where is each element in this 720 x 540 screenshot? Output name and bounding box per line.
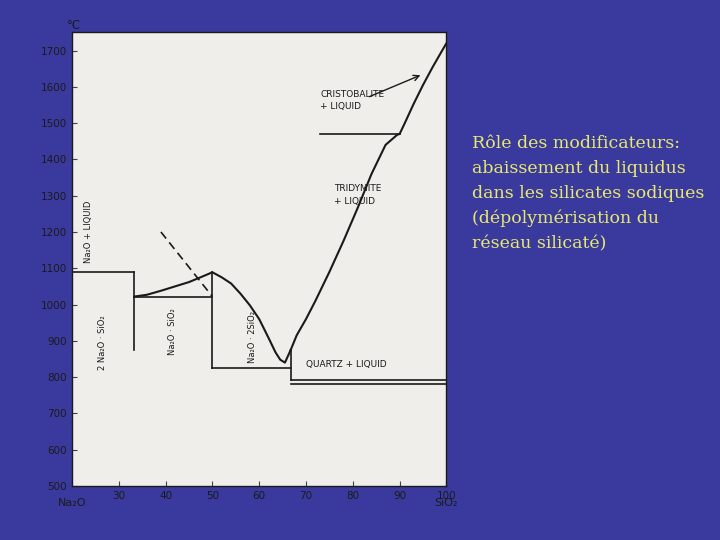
Text: Na₂O + LIQUID: Na₂O + LIQUID bbox=[84, 201, 93, 263]
Text: TRIDYMITE: TRIDYMITE bbox=[334, 184, 382, 193]
Text: + LIQUID: + LIQUID bbox=[320, 102, 361, 111]
Text: °C: °C bbox=[67, 19, 81, 32]
Text: SiO₂: SiO₂ bbox=[435, 498, 458, 508]
Text: Na₂O · 2SiO₂: Na₂O · 2SiO₂ bbox=[248, 310, 257, 363]
Text: 2 Na₂O · SiO₂: 2 Na₂O · SiO₂ bbox=[98, 315, 107, 370]
Text: QUARTZ + LIQUID: QUARTZ + LIQUID bbox=[306, 360, 387, 369]
Text: Na₂O · SiO₂: Na₂O · SiO₂ bbox=[168, 309, 177, 355]
Text: Rôle des modificateurs:
abaissement du liquidus
dans les silicates sodiques
(dép: Rôle des modificateurs: abaissement du l… bbox=[472, 135, 705, 252]
Text: + LIQUID: + LIQUID bbox=[334, 197, 375, 206]
Text: Na₂O: Na₂O bbox=[58, 498, 86, 508]
Text: CRISTOBALITE: CRISTOBALITE bbox=[320, 90, 384, 99]
